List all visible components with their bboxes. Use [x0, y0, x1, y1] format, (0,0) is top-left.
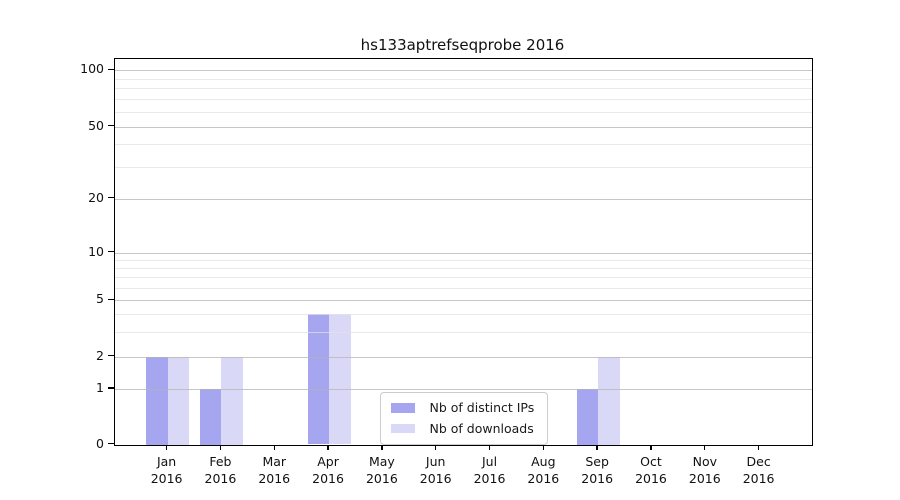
bar-downloads [329, 313, 351, 445]
gridline-minor [115, 88, 812, 90]
legend-label-downloads: Nb of downloads [429, 420, 534, 436]
gridline-major [115, 70, 812, 72]
y-tick [108, 68, 114, 70]
gridline-minor [115, 313, 812, 315]
gridline-minor [115, 144, 812, 146]
x-tick-label: Nov 2016 [688, 453, 721, 486]
y-tick [108, 125, 114, 127]
gridline-minor [115, 267, 812, 269]
x-tick [650, 444, 652, 450]
x-tick [488, 444, 491, 450]
bar-downloads [167, 356, 190, 445]
legend-swatch-distinct-ips [390, 403, 415, 413]
bar-distinct-ips [146, 356, 168, 445]
x-tick-label: Oct 2016 [635, 453, 667, 486]
y-tick-label: 2 [96, 347, 104, 363]
gridline-major [115, 252, 812, 254]
y-tick [108, 298, 114, 300]
x-tick-label: Apr 2016 [312, 453, 344, 486]
bar-downloads [598, 356, 620, 445]
gridline-major [115, 300, 812, 302]
legend-entry-distinct-ips: Nb of distinct IPs [387, 399, 541, 416]
plot-area: Nb of distinct IPs Nb of downloads [114, 58, 813, 446]
y-tick-label: 50 [88, 117, 104, 133]
y-tick-label: 10 [88, 243, 104, 259]
x-tick [165, 444, 168, 450]
y-tick [108, 387, 114, 389]
y-tick [108, 442, 114, 445]
x-tick-label: Jul 2016 [473, 453, 506, 486]
x-tick-label: May 2016 [365, 453, 398, 486]
y-tick-label: 5 [96, 291, 104, 307]
y-tick-label: 20 [88, 189, 104, 205]
x-tick [704, 444, 706, 450]
gridline-minor [115, 78, 812, 80]
x-tick [757, 444, 760, 450]
x-tick [435, 444, 437, 450]
y-tick [108, 354, 114, 357]
gridline-minor [115, 277, 812, 279]
x-tick [596, 444, 598, 450]
x-tick [273, 444, 275, 450]
y-tick [108, 197, 114, 199]
x-tick [542, 444, 545, 450]
legend-label-distinct-ips: Nb of distinct IPs [429, 400, 535, 416]
gridline-major [115, 126, 812, 128]
gridline-major [115, 356, 812, 358]
gridline-minor [115, 111, 812, 113]
x-tick-label: Jan 2016 [150, 453, 183, 486]
x-tick-label: Jun 2016 [419, 453, 452, 486]
legend: Nb of distinct IPs Nb of downloads [379, 391, 548, 445]
x-tick-label: Aug 2016 [527, 453, 560, 486]
y-tick-label: 1 [96, 380, 104, 395]
x-tick [381, 444, 383, 450]
gridline-minor [115, 166, 812, 168]
y-tick-label: 100 [80, 61, 104, 77]
gridline-minor [115, 259, 812, 261]
bar-distinct-ips [307, 313, 330, 445]
x-tick-label: Dec 2016 [742, 453, 775, 486]
x-tick-label: Mar 2016 [258, 453, 291, 486]
x-tick [219, 444, 222, 450]
bar-distinct-ips [199, 389, 222, 445]
legend-entry-downloads: Nb of downloads [387, 420, 541, 437]
x-tick-label: Feb 2016 [204, 453, 237, 486]
gridline-minor [115, 99, 812, 101]
gridline-minor [115, 331, 812, 333]
y-tick [108, 250, 114, 253]
bar-distinct-ips [576, 389, 599, 445]
gridline-minor [115, 287, 812, 289]
x-tick [327, 444, 329, 450]
x-tick-label: Sep 2016 [581, 453, 614, 486]
bar-downloads [221, 356, 243, 445]
legend-swatch-downloads [390, 423, 415, 433]
gridline-major [115, 389, 812, 390]
chart-title: hs133aptrefseqprobe 2016 [360, 36, 565, 54]
gridline-major [115, 198, 812, 200]
y-tick-label: 0 [96, 435, 104, 451]
